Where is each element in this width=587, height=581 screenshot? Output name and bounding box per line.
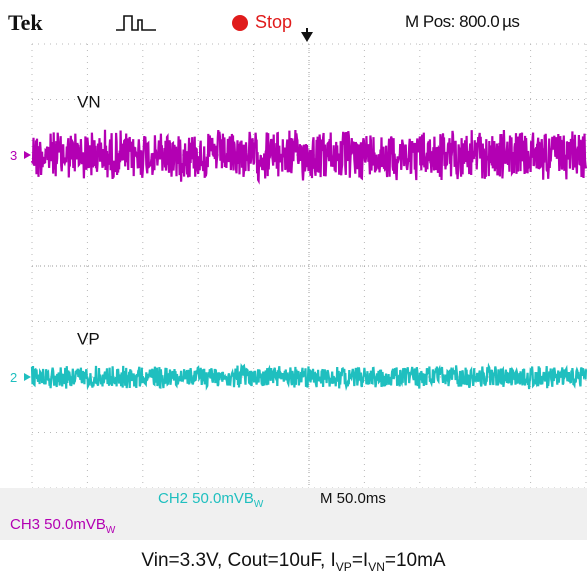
- stop-icon: [232, 15, 248, 31]
- channel-marker-3: 3: [10, 148, 17, 163]
- ch3-scale-readout: CH3 50.0mVBW: [10, 516, 116, 536]
- trace-vp: [30, 362, 587, 392]
- channel-marker-2: 2: [10, 370, 17, 385]
- status-header: Tek Stop M Pos: 800.0 µs: [0, 0, 587, 42]
- status-bar: [0, 488, 587, 540]
- trigger-edge-icon: [116, 15, 156, 31]
- timebase-readout: M 50.0ms: [320, 490, 386, 507]
- ch2-scale-readout: CH2 50.0mVBW: [158, 490, 264, 510]
- acquisition-state: Stop: [255, 12, 293, 32]
- waveform-display: 3 VN 2 VP: [10, 43, 587, 489]
- trace-vn: [30, 129, 587, 185]
- trigger-position-stem: [306, 28, 308, 34]
- trace-label-vp: VP: [77, 330, 100, 349]
- trace-label-vn: VN: [77, 92, 101, 111]
- channel-arrow-2: [24, 373, 31, 381]
- trigger-position-marker-icon: [301, 32, 313, 42]
- brand-logo: Tek: [8, 10, 43, 35]
- figure-caption: Vin=3.3V, Cout=10uF, IVP=IVN=10mA: [141, 550, 446, 574]
- horizontal-position-readout: M Pos: 800.0 µs: [405, 12, 520, 31]
- channel-arrow-3: [24, 151, 31, 159]
